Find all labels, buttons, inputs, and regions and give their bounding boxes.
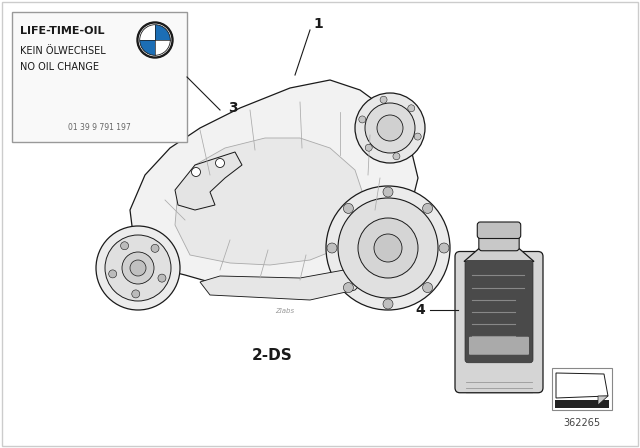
Polygon shape [175,152,242,210]
Circle shape [359,116,366,123]
Polygon shape [555,400,609,408]
Text: KEIN ÖLWECHSEL: KEIN ÖLWECHSEL [20,46,106,56]
Circle shape [380,96,387,103]
Circle shape [338,198,438,298]
Text: 3: 3 [228,101,237,115]
Polygon shape [200,268,370,300]
Polygon shape [556,373,608,398]
Circle shape [151,244,159,252]
Circle shape [132,290,140,298]
Circle shape [140,24,171,56]
Circle shape [439,243,449,253]
Text: 01 39 9 791 197: 01 39 9 791 197 [68,123,131,132]
Wedge shape [155,25,170,40]
Circle shape [105,235,171,301]
Text: 4: 4 [415,303,425,317]
Circle shape [422,283,433,293]
Text: LIFE-TIME-OIL: LIFE-TIME-OIL [20,26,104,36]
Text: NO OIL CHANGE: NO OIL CHANGE [20,62,99,72]
FancyBboxPatch shape [479,229,519,251]
Circle shape [96,226,180,310]
Text: 362265: 362265 [563,418,600,428]
Polygon shape [464,246,534,262]
Circle shape [355,93,425,163]
Circle shape [344,203,353,213]
Circle shape [383,299,393,309]
FancyBboxPatch shape [552,368,612,410]
Text: 2-DS: 2-DS [252,348,292,363]
Text: Zlabs: Zlabs [275,308,294,314]
Circle shape [344,283,353,293]
FancyBboxPatch shape [12,12,187,142]
Wedge shape [155,40,170,55]
Wedge shape [140,40,155,55]
Circle shape [158,274,166,282]
Circle shape [422,203,433,213]
FancyBboxPatch shape [469,337,529,355]
FancyBboxPatch shape [455,251,543,393]
FancyBboxPatch shape [477,222,521,238]
Polygon shape [175,138,365,265]
Circle shape [122,252,154,284]
Circle shape [365,103,415,153]
Circle shape [393,153,400,160]
Circle shape [374,234,402,262]
Circle shape [327,243,337,253]
Circle shape [377,115,403,141]
Circle shape [414,133,421,140]
FancyBboxPatch shape [465,260,533,363]
Circle shape [130,260,146,276]
Circle shape [326,186,450,310]
Text: 1: 1 [313,17,323,31]
Circle shape [120,242,129,250]
Circle shape [216,159,225,168]
Circle shape [383,187,393,197]
Circle shape [365,144,372,151]
Polygon shape [598,396,608,405]
Polygon shape [130,80,418,290]
Circle shape [137,22,173,58]
Circle shape [408,105,415,112]
Circle shape [358,218,418,278]
Circle shape [109,270,116,278]
Circle shape [191,168,200,177]
Wedge shape [140,25,155,40]
